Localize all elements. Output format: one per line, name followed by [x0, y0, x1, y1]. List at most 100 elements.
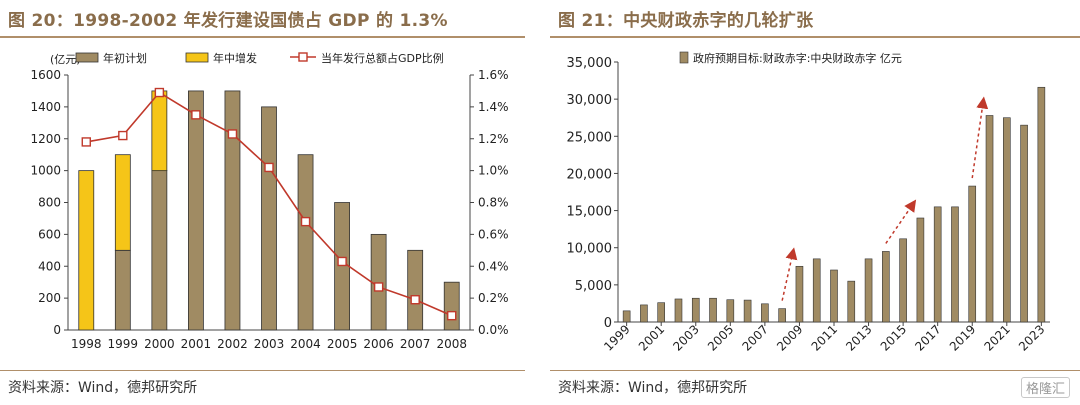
bar-planned: [188, 90, 204, 331]
bar-deficit: [864, 258, 873, 323]
x-tick-label: 2003: [670, 322, 701, 353]
legend-swatch-deficit: [679, 51, 689, 64]
y-tick-label: 25,000: [567, 130, 613, 145]
y-tick-label: 1400: [30, 100, 61, 114]
source-note: 资料来源：Wind，德邦研究所: [558, 380, 748, 396]
bar-deficit: [847, 280, 856, 323]
source-note: 资料来源：Wind，德邦研究所: [8, 380, 198, 396]
bar-deficit: [882, 251, 890, 323]
legend-label-planned: 年初计划: [103, 51, 147, 65]
bar-deficit: [640, 304, 648, 323]
line-point-marker: [264, 162, 274, 173]
bar-deficit: [795, 265, 804, 323]
x-tick-label: 2009: [774, 322, 805, 353]
y-tick-label: 1000: [30, 164, 61, 178]
expansion-arrow: [781, 247, 798, 301]
bar-planned: [224, 90, 241, 331]
line-point-marker: [81, 137, 91, 147]
y-tick-label: 30,000: [567, 93, 613, 108]
expansion-arrow: [885, 199, 917, 244]
legend-label-additional: 年中增发: [213, 51, 257, 65]
x-tick-label: 2008: [436, 337, 467, 351]
title-divider: [0, 36, 525, 38]
x-tick-label: 2007: [400, 337, 431, 351]
y2-tick-label: 0.8%: [478, 196, 509, 210]
y-tick-label: 200: [38, 291, 61, 305]
bar-deficit: [1020, 124, 1028, 323]
y2-tick-label: 1.6%: [478, 68, 509, 82]
line-point-marker: [118, 130, 128, 141]
bar-planned: [114, 249, 131, 331]
y2-tick-label: 0.2%: [478, 291, 509, 305]
x-tick-label: 2001: [636, 322, 667, 353]
chart-left: (亿元) 0 200 400 600 800 1000 1200 1400 1600 0.0% 0.2…: [30, 51, 509, 351]
bar-deficit: [916, 217, 925, 323]
bar-deficit: [709, 297, 717, 323]
y-tick-label: 800: [38, 196, 61, 210]
bar-planned: [443, 281, 460, 331]
bar-deficit: [812, 258, 821, 323]
x-tick-label: 2005: [327, 337, 358, 351]
bar-deficit: [985, 115, 994, 323]
bar-planned: [334, 202, 350, 331]
x-tick-label: 2017: [912, 322, 943, 353]
legend-swatch-additional: [185, 52, 209, 63]
bar-deficit: [951, 206, 959, 323]
x-tick-label: 2019: [947, 322, 978, 353]
x-tick-label: 2015: [878, 322, 909, 353]
x-tick-label: 2007: [740, 322, 771, 353]
figure-title: 图 20：1998-2002 年发行建设国债占 GDP 的 1.3%: [8, 11, 448, 31]
bar-deficit: [761, 303, 769, 323]
bar-additional: [151, 90, 168, 172]
line-point-marker: [191, 110, 201, 120]
bar-deficit: [1002, 117, 1011, 323]
x-tick-label: 2003: [254, 337, 285, 351]
legend-label-deficit: 政府预期目标:财政赤字:中央财政赤字 亿元: [693, 51, 902, 65]
y-tick-label: 400: [38, 259, 61, 273]
bar-additional: [114, 154, 131, 251]
x-tick-label: 2023: [1016, 322, 1047, 353]
bar-planned: [151, 170, 168, 331]
legend-swatch-planned: [75, 52, 99, 63]
panel-figure-20: 图 20：1998-2002 年发行建设国债占 GDP 的 1.3% (亿元) 0…: [0, 0, 525, 405]
x-tick-label: 2021: [981, 322, 1012, 353]
x-tick-label: 2011: [809, 322, 840, 353]
y-tick-label: 0: [53, 323, 61, 337]
bar-additional: [78, 170, 95, 331]
x-tick-label: 2000: [144, 337, 175, 351]
panel-figure-21: 图 21：中央财政赤字的几轮扩张 0 5,000 10,000 15,000 20,00…: [550, 0, 1080, 405]
chart-right: 0 5,000 10,000 15,000 20,000 25,000 30,000 35,0…: [567, 51, 1050, 354]
bar-deficit: [933, 206, 942, 323]
bar-deficit: [778, 308, 786, 323]
bar-deficit: [691, 297, 700, 323]
bottom-divider: [0, 370, 525, 371]
y-tick-label: 15,000: [567, 205, 613, 220]
y-tick-label: 1600: [30, 68, 61, 82]
bar-deficit: [1037, 86, 1046, 323]
bar-planned: [297, 154, 314, 331]
bar-deficit: [726, 299, 735, 323]
bar-planned: [370, 233, 387, 331]
bar-deficit: [743, 299, 752, 323]
y-tick-label: 5,000: [575, 279, 612, 294]
watermark-logo: 格隆汇: [1020, 377, 1070, 398]
bottom-divider: [550, 370, 1080, 371]
y-tick-label: 600: [38, 227, 61, 241]
line-point-marker: [410, 295, 420, 305]
x-tick-label: 2001: [181, 337, 212, 351]
y2-tick-label: 1.0%: [478, 164, 509, 178]
x-tick-label: 2013: [843, 322, 874, 353]
line-point-marker: [447, 310, 457, 321]
bar-deficit: [657, 302, 665, 323]
y-tick-label: 20,000: [567, 167, 613, 182]
bar-deficit: [622, 310, 631, 323]
bar-planned: [407, 249, 424, 331]
bar-planned: [261, 106, 277, 331]
y2-tick-label: 1.4%: [478, 100, 509, 114]
bar-deficit: [830, 269, 838, 323]
y-tick-label: 1200: [30, 132, 61, 146]
line-point-marker: [154, 87, 165, 98]
x-tick-label: 2005: [705, 322, 736, 353]
expansion-arrow: [971, 96, 989, 179]
y2-tick-label: 0.4%: [478, 259, 509, 273]
